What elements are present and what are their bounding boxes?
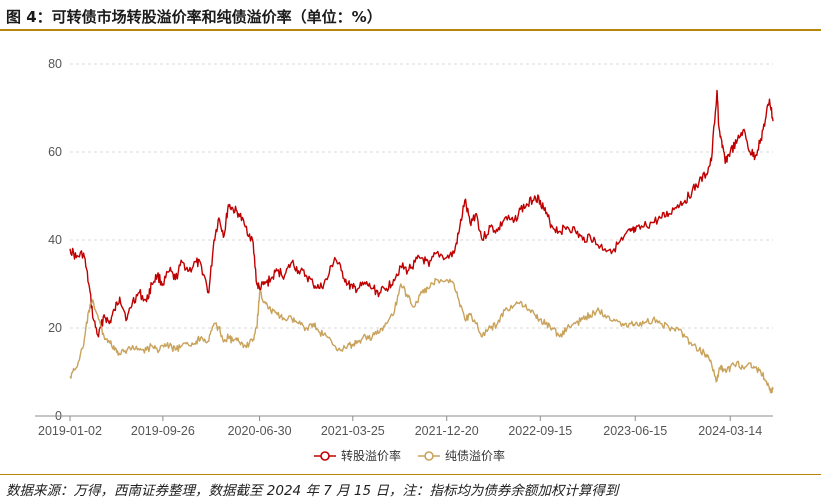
source-note: 数据来源：万得，西南证券整理，数据截至 2024 年 7 月 15 日，注：指标… xyxy=(6,483,619,499)
series-line-1 xyxy=(69,277,774,394)
legend-swatch-marker xyxy=(424,451,434,461)
y-tick-label: 80 xyxy=(48,57,62,71)
legend-entry: 纯债溢价率 xyxy=(445,448,505,463)
x-tick-label: 2022-09-15 xyxy=(508,424,572,438)
legend-swatch-marker xyxy=(320,451,330,461)
x-tick-label: 2021-12-20 xyxy=(415,424,479,438)
y-tick-label: 40 xyxy=(48,233,62,247)
y-tick-label: 60 xyxy=(48,145,62,159)
x-tick-labels: 2019-01-02 2019-09-26 2020-06-30 2021-03-25… xyxy=(38,424,762,438)
x-tick-label: 2019-01-02 xyxy=(38,424,102,438)
gridlines xyxy=(70,63,773,329)
y-tick-label: 20 xyxy=(48,321,62,335)
figure-title: 图 4：可转债市场转股溢价率和纯债溢价率（单位：%） xyxy=(6,8,382,26)
x-tick-label: 2023-06-15 xyxy=(603,424,667,438)
footer-rule xyxy=(0,474,821,475)
series-line-0 xyxy=(69,89,774,338)
x-tick-label: 2019-09-26 xyxy=(131,424,195,438)
x-tick-label: 2024-03-14 xyxy=(698,424,762,438)
x-tick-label: 2020-06-30 xyxy=(228,424,292,438)
x-tick-label: 2021-03-25 xyxy=(321,424,385,438)
legend: 转股溢价率 纯债溢价率 xyxy=(314,448,505,463)
x-axis xyxy=(35,415,773,421)
legend-entry: 转股溢价率 xyxy=(341,448,401,463)
series-lines xyxy=(69,89,774,394)
title-rule xyxy=(0,29,821,31)
